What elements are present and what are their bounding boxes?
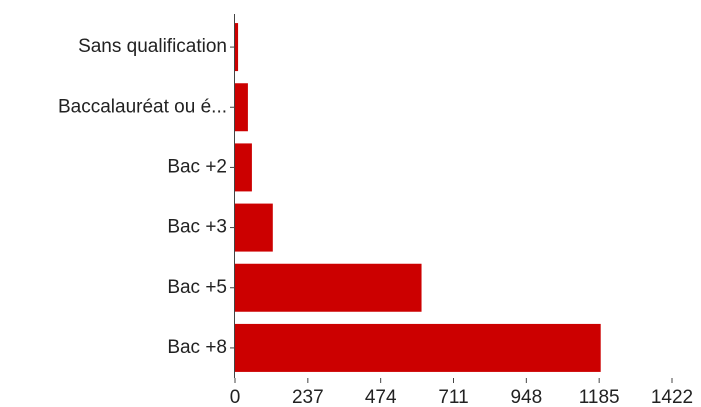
bar	[235, 203, 273, 252]
y-tick-label: Bac +8	[167, 337, 227, 358]
bar	[235, 23, 239, 72]
x-tick-label: 948	[510, 387, 542, 407]
x-tick-label: 1185	[579, 387, 620, 407]
x-tick-label: 474	[365, 387, 397, 407]
y-tick-label: Bac +2	[167, 156, 227, 177]
x-tick-label: 237	[292, 387, 324, 407]
bar	[235, 83, 248, 132]
y-tick-label: Baccalauréat ou é...	[58, 96, 227, 117]
bar	[235, 143, 252, 192]
x-tick-label: 711	[438, 387, 468, 407]
y-tick-label: Bac +5	[167, 277, 227, 298]
y-tick-label: Sans qualification	[78, 36, 227, 57]
bar	[235, 323, 601, 372]
y-tick-label: Bac +3	[167, 217, 227, 238]
x-tick-label: 1422	[651, 387, 693, 407]
bar	[235, 263, 422, 312]
x-tick-label: 0	[230, 387, 241, 407]
